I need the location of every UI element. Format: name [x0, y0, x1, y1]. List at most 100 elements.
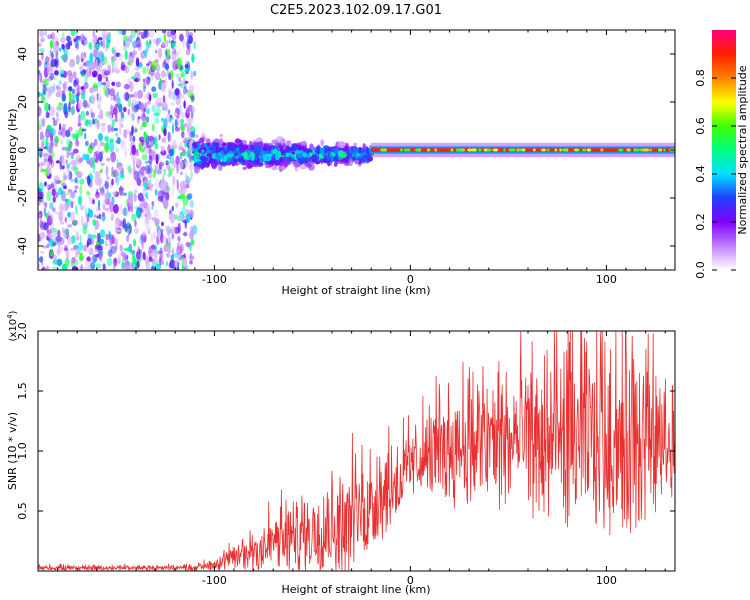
- heatmap-cell: [186, 39, 190, 50]
- heatmap-cell: [518, 148, 523, 152]
- heatmap-cell: [42, 152, 49, 158]
- heatmap-cell: [84, 259, 90, 267]
- heatmap-cell: [262, 146, 268, 151]
- heatmap-cell: [111, 178, 114, 186]
- heatmap-cell: [319, 147, 326, 155]
- heatmap-cell: [79, 184, 83, 196]
- heatmap-cell: [129, 224, 132, 234]
- spectrogram-ytick-label: 0: [16, 147, 29, 154]
- heatmap-cell: [150, 232, 154, 243]
- heatmap-cell: [158, 134, 161, 141]
- heatmap-cell: [189, 230, 195, 240]
- heatmap-cell: [61, 263, 68, 270]
- heatmap-cell: [95, 206, 99, 212]
- heatmap-cell: [154, 246, 158, 252]
- heatmap-cell: [124, 92, 130, 101]
- heatmap-cell: [168, 91, 175, 100]
- heatmap-cell: [165, 261, 168, 266]
- heatmap-cell: [152, 92, 159, 99]
- heatmap-cell: [186, 32, 190, 43]
- heatmap-cell: [649, 148, 653, 152]
- heatmap-cell: [257, 141, 264, 148]
- heatmap-cell: [52, 232, 57, 242]
- heatmap-cell: [99, 255, 103, 263]
- heatmap-cell: [102, 203, 106, 211]
- heatmap-cell: [70, 155, 74, 159]
- heatmap-cell: [169, 154, 174, 165]
- heatmap-cell: [97, 199, 101, 209]
- heatmap-cell: [136, 157, 140, 165]
- heatmap-cell: [176, 242, 180, 250]
- heatmap-cell: [44, 202, 48, 208]
- heatmap-cell: [61, 182, 67, 188]
- heatmap-cell: [183, 123, 188, 128]
- heatmap-cell: [70, 105, 75, 116]
- heatmap-cell: [52, 117, 55, 121]
- heatmap-cell: [174, 112, 178, 117]
- heatmap-cell: [184, 68, 190, 74]
- colorbar-tick-label: 0.8: [694, 69, 707, 87]
- heatmap-cell: [191, 53, 195, 63]
- heatmap-cell: [231, 155, 236, 161]
- heatmap-cell: [106, 31, 111, 38]
- heatmap-cell: [123, 45, 127, 51]
- heatmap-cell: [146, 211, 152, 220]
- heatmap-cell: [146, 63, 149, 67]
- heatmap-cell: [282, 155, 287, 161]
- heatmap-cell: [109, 243, 113, 252]
- heatmap-cell: [348, 159, 354, 167]
- heatmap-cell: [145, 216, 149, 225]
- heatmap-cell: [232, 143, 238, 148]
- heatmap-cell: [100, 186, 105, 194]
- heatmap-cell: [142, 66, 147, 75]
- heatmap-cell: [118, 105, 123, 113]
- heatmap-cell: [155, 263, 162, 270]
- heatmap-cell: [343, 156, 349, 161]
- heatmap-cell: [70, 159, 76, 166]
- heatmap-cell: [53, 42, 58, 54]
- heatmap-cell: [139, 197, 146, 203]
- heatmap-cell: [78, 99, 82, 111]
- heatmap-cell: [189, 242, 193, 252]
- heatmap-cell: [434, 148, 438, 152]
- heatmap-cell: [40, 250, 45, 254]
- heatmap-cell: [79, 178, 85, 185]
- heatmap-cell: [139, 234, 144, 245]
- heatmap-cell: [212, 152, 216, 159]
- heatmap-cell: [147, 100, 151, 105]
- heatmap-cell: [98, 213, 102, 220]
- heatmap-cell: [168, 249, 172, 254]
- heatmap-cell: [279, 162, 284, 167]
- heatmap-cell: [41, 140, 45, 150]
- heatmap-cell: [146, 107, 150, 115]
- heatmap-cell: [54, 119, 59, 124]
- heatmap-cell: [145, 203, 151, 214]
- heatmap-cell: [130, 108, 135, 118]
- heatmap-cell: [183, 232, 188, 237]
- heatmap-cell: [663, 148, 666, 152]
- heatmap-cell: [124, 49, 128, 61]
- heatmap-cell: [626, 148, 631, 152]
- heatmap-cell: [113, 204, 119, 214]
- heatmap-cell: [185, 183, 190, 189]
- heatmap-cell: [244, 154, 252, 160]
- heatmap-cell: [57, 105, 60, 110]
- heatmap-cell: [168, 72, 171, 81]
- heatmap-cell: [158, 164, 162, 170]
- heatmap-cell: [242, 139, 247, 146]
- heatmap-cell: [642, 148, 648, 152]
- heatmap-cell: [71, 235, 76, 244]
- heatmap-cell: [73, 167, 77, 171]
- heatmap-cell: [171, 248, 174, 254]
- heatmap-cell: [54, 210, 59, 215]
- heatmap-cell: [144, 85, 147, 89]
- heatmap-cell: [106, 40, 110, 49]
- heatmap-cell: [185, 30, 190, 39]
- heatmap-cell: [145, 40, 148, 46]
- heatmap-cell: [171, 186, 174, 196]
- heatmap-cell: [53, 36, 59, 45]
- heatmap-cell: [80, 110, 86, 121]
- heatmap-cell: [299, 164, 307, 170]
- heatmap-cell: [470, 148, 477, 152]
- spectrogram-ytick-label: -20: [16, 189, 29, 207]
